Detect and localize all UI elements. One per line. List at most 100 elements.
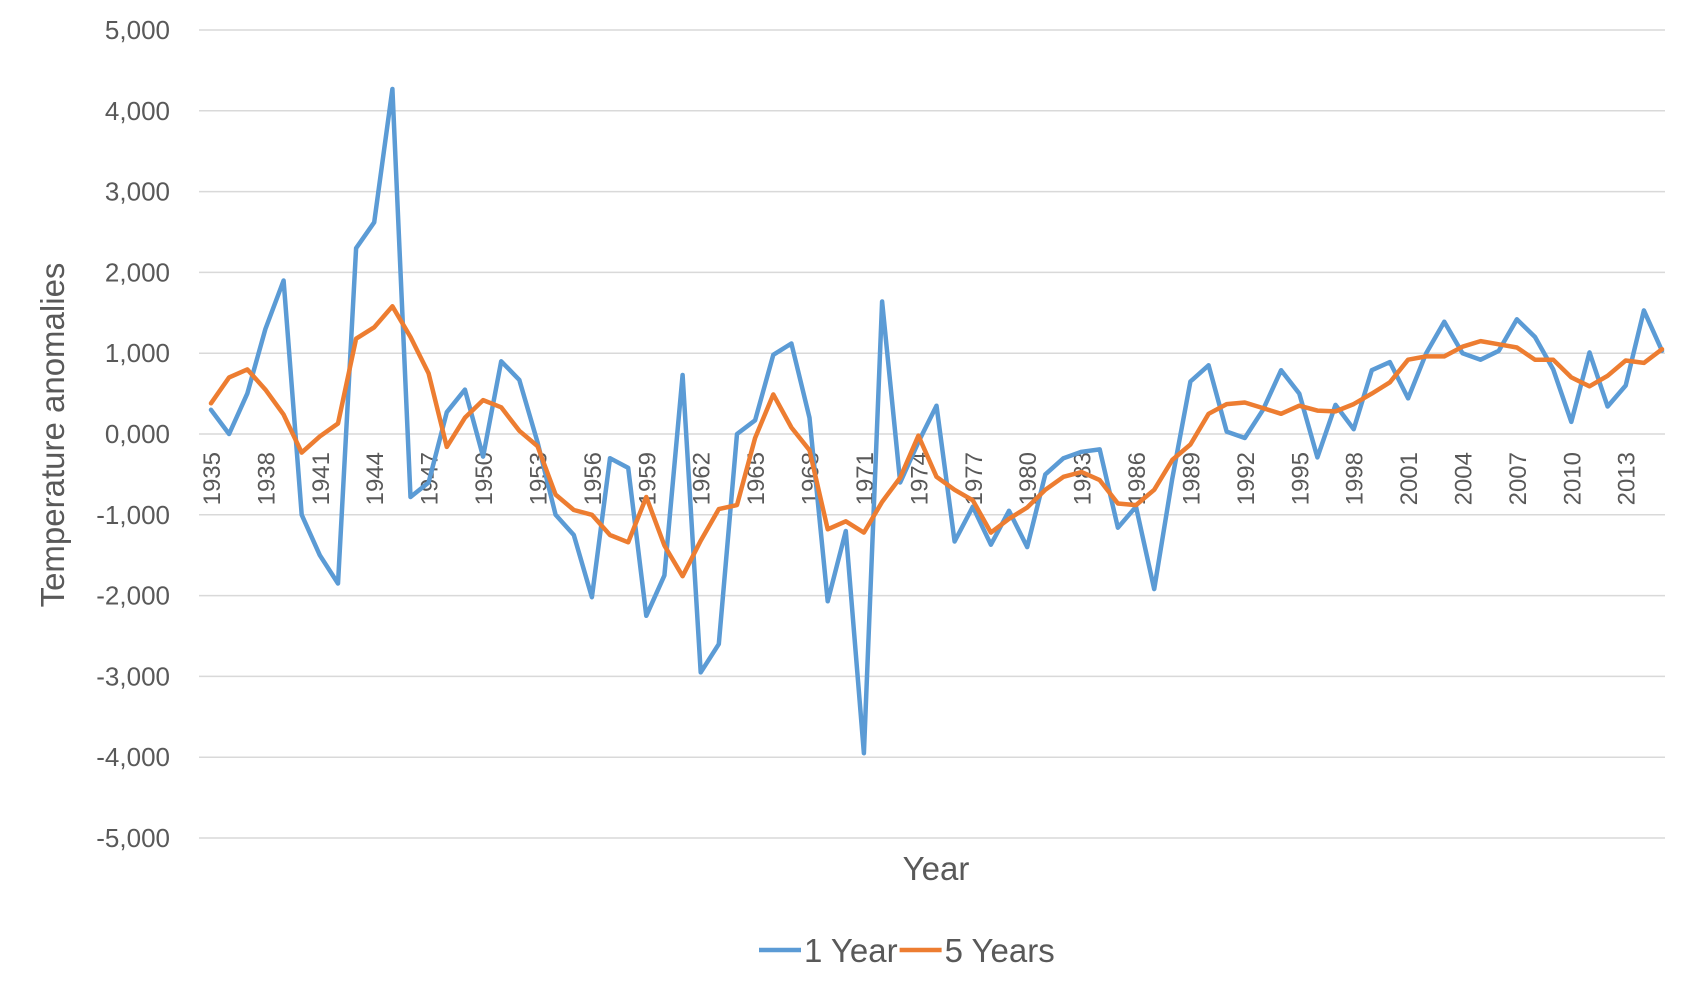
data-point — [1534, 359, 1536, 361]
data-point — [990, 532, 992, 534]
data-point — [718, 508, 720, 510]
data-point — [772, 354, 774, 356]
data-point — [1661, 348, 1663, 350]
data-point — [990, 544, 992, 546]
x-tick-label: 2004 — [1450, 452, 1477, 505]
data-point — [464, 389, 466, 391]
y-tick-label: 3,000 — [105, 177, 170, 207]
data-point — [1607, 375, 1609, 377]
data-point — [1516, 347, 1518, 349]
x-axis-title: Year — [903, 850, 970, 887]
x-tick-label: 2010 — [1559, 452, 1586, 505]
y-axis-ticks: 5,000 4,000 3,000 2,000 1,000 0,000 -1,000 -2,0… — [96, 15, 170, 853]
data-point — [1335, 410, 1337, 412]
data-point — [428, 481, 430, 483]
data-point — [301, 452, 303, 454]
data-point — [917, 435, 919, 437]
data-point — [1044, 473, 1046, 475]
legend-label: 5 Years — [945, 932, 1055, 969]
x-tick-label: 1950 — [471, 452, 498, 505]
data-point — [591, 514, 593, 516]
data-point — [772, 393, 774, 395]
data-point — [627, 467, 629, 469]
x-tick-label: 1938 — [253, 452, 280, 505]
y-tick-label: -4,000 — [96, 742, 170, 772]
data-point — [899, 477, 901, 479]
data-point — [1298, 393, 1300, 395]
data-point — [1353, 403, 1355, 405]
data-point — [972, 499, 974, 501]
data-point — [391, 305, 393, 307]
series-line — [208, 304, 1665, 579]
data-point — [391, 88, 393, 90]
data-point — [1316, 456, 1318, 458]
data-point — [1371, 393, 1373, 395]
y-axis-title: Temperature anomalies — [34, 263, 71, 608]
data-point — [573, 509, 575, 511]
x-tick-label: 1989 — [1178, 452, 1205, 505]
data-point — [1461, 346, 1463, 348]
data-point — [283, 414, 285, 416]
data-point — [954, 489, 956, 491]
data-point — [1298, 405, 1300, 407]
data-point — [1607, 406, 1609, 408]
data-point — [1588, 351, 1590, 353]
data-point — [319, 554, 321, 556]
y-tick-label: -1,000 — [96, 500, 170, 530]
data-point — [1135, 504, 1137, 506]
data-point — [790, 427, 792, 429]
data-point — [645, 496, 647, 498]
data-point — [1552, 359, 1554, 361]
data-point — [1498, 350, 1500, 352]
y-tick-label: 1,000 — [105, 338, 170, 368]
data-point — [1407, 359, 1409, 361]
data-point — [591, 596, 593, 598]
y-tick-label: -3,000 — [96, 661, 170, 691]
data-point — [1244, 437, 1246, 439]
data-point — [1480, 359, 1482, 361]
data-point — [536, 441, 538, 443]
data-point — [1262, 407, 1264, 409]
data-point — [1008, 510, 1010, 512]
x-tick-label: 1962 — [689, 452, 716, 505]
data-point — [373, 326, 375, 328]
data-point — [1208, 364, 1210, 366]
series-line — [208, 86, 1665, 756]
legend-label: 1 Year — [804, 932, 898, 969]
data-point — [863, 752, 865, 754]
data-point — [682, 374, 684, 376]
data-point — [319, 435, 321, 437]
data-point — [682, 575, 684, 577]
data-point — [845, 530, 847, 532]
y-tick-label: 4,000 — [105, 96, 170, 126]
data-point — [1643, 309, 1645, 311]
data-point — [573, 534, 575, 536]
y-tick-label: -2,000 — [96, 581, 170, 611]
data-point — [482, 399, 484, 401]
data-point — [881, 501, 883, 503]
data-point — [518, 430, 520, 432]
data-point — [700, 540, 702, 542]
x-axis-ticks: 1935 1938 1941 1944 1947 1950 1953 1956 1959 1962… — [199, 452, 1641, 505]
data-point — [1371, 369, 1373, 371]
data-point — [954, 540, 956, 542]
data-point — [355, 247, 357, 249]
data-point — [482, 456, 484, 458]
data-point — [1226, 431, 1228, 433]
legend: 1 Year 5 Years — [759, 932, 1055, 969]
data-point — [1044, 489, 1046, 491]
gridlines — [199, 29, 1665, 839]
y-tick-label: 0,000 — [105, 419, 170, 449]
x-tick-label: 2007 — [1505, 452, 1532, 505]
data-point — [1335, 404, 1337, 406]
data-point — [1588, 385, 1590, 387]
data-point — [555, 494, 557, 496]
data-point — [1516, 318, 1518, 320]
series-1 — [208, 304, 1665, 579]
data-point — [1153, 588, 1155, 590]
data-point — [736, 433, 738, 435]
y-tick-label: -5,000 — [96, 823, 170, 853]
data-point — [1099, 479, 1101, 481]
data-point — [264, 328, 266, 330]
